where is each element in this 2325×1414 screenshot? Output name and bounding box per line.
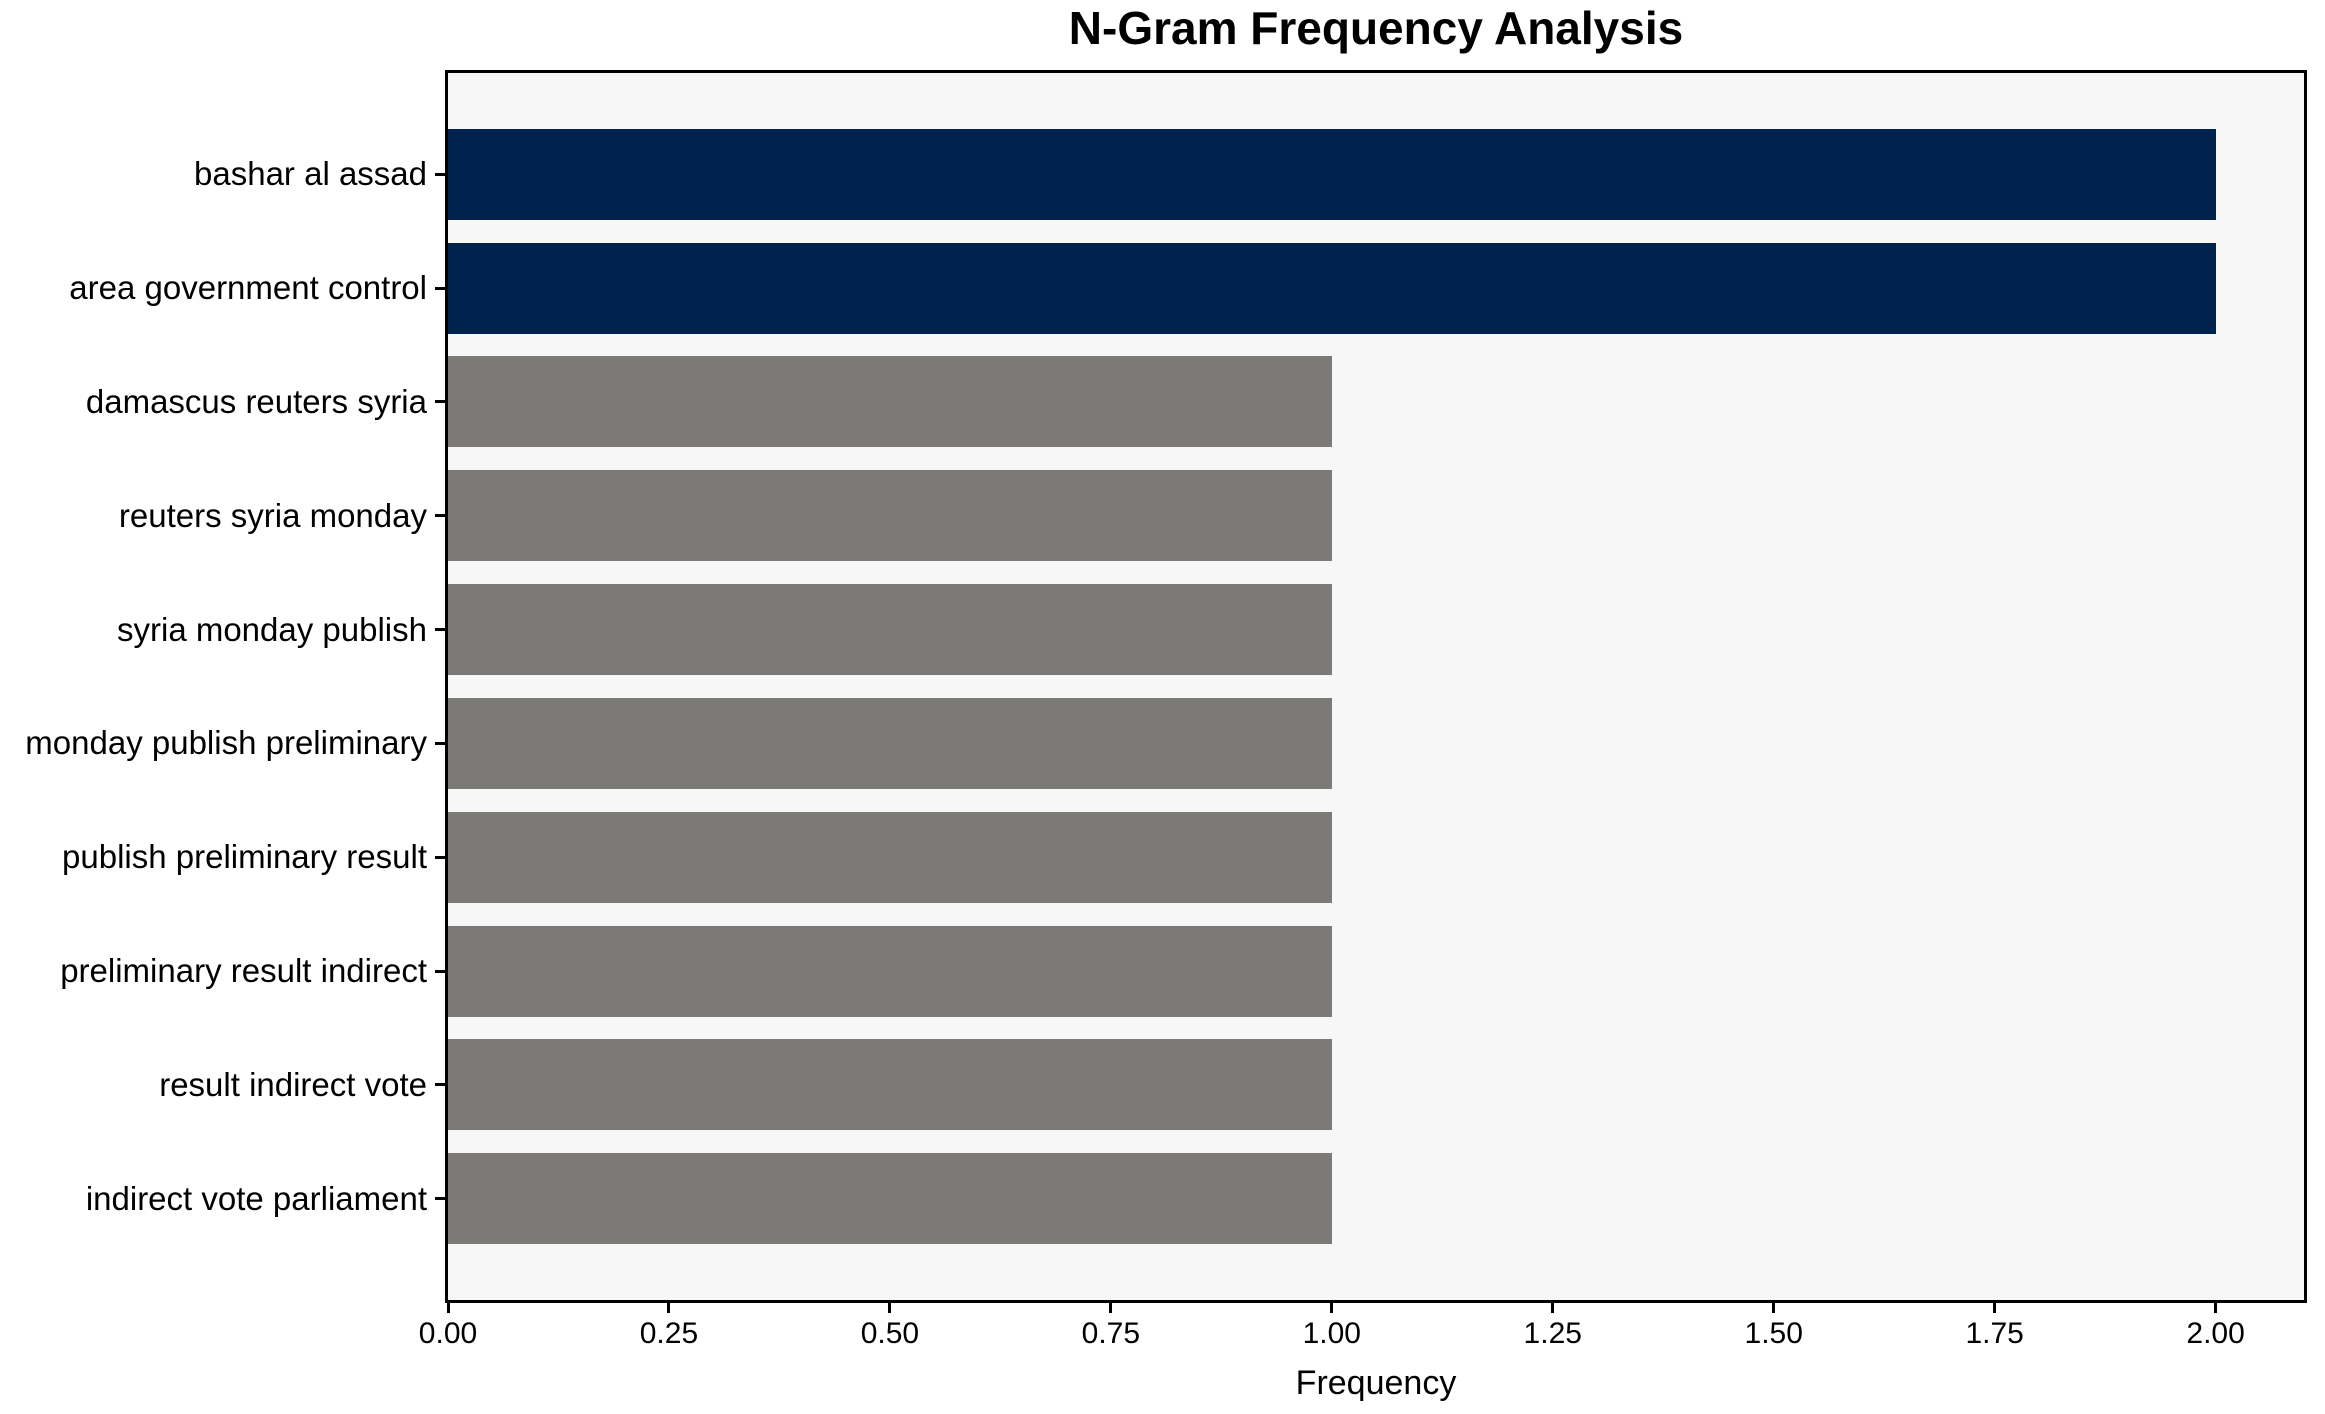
x-tick-label-1: 0.25 [639, 1317, 699, 1350]
bar-3 [448, 470, 1332, 562]
y-tick-mark-9 [435, 1197, 445, 1201]
x-tick-mark-8 [2214, 1303, 2218, 1313]
x-tick-label-6: 1.50 [1744, 1317, 1803, 1350]
bar-6 [448, 811, 1332, 903]
y-tick-label-7: preliminary result indirect [60, 951, 427, 989]
x-tick-label-2: 0.50 [860, 1317, 920, 1350]
y-tick-label-4: syria monday publish [117, 610, 427, 648]
x-tick-mark-0 [446, 1303, 450, 1313]
y-tick-label-9: indirect vote parliament [85, 1179, 427, 1217]
x-tick-mark-2 [888, 1303, 892, 1313]
y-tick-label-2: damascus reuters syria [85, 382, 427, 420]
x-tick-mark-4 [1330, 1303, 1334, 1313]
bar-2 [448, 356, 1332, 448]
x-tick-label-8: 2.00 [2186, 1317, 2245, 1350]
y-tick-label-5: monday publish preliminary [25, 724, 427, 762]
y-tick-mark-6 [435, 855, 445, 859]
x-tick-mark-5 [1551, 1303, 1555, 1313]
bar-1 [448, 242, 2216, 334]
x-tick-mark-1 [667, 1303, 671, 1313]
y-tick-mark-7 [435, 969, 445, 973]
y-tick-label-3: reuters syria monday [118, 496, 427, 534]
x-tick-label-0: 0.00 [418, 1317, 478, 1350]
bar-5 [448, 697, 1332, 789]
y-tick-mark-3 [435, 514, 445, 518]
x-tick-label-5: 1.25 [1523, 1317, 1582, 1350]
y-tick-mark-1 [435, 286, 445, 290]
x-tick-label-4: 1.00 [1302, 1317, 1361, 1350]
y-tick-label-1: area government control [69, 268, 427, 306]
x-tick-mark-7 [1993, 1303, 1997, 1313]
x-tick-label-3: 0.75 [1081, 1317, 1141, 1350]
y-tick-mark-0 [435, 172, 445, 176]
bar-8 [448, 1039, 1332, 1131]
x-tick-label-7: 1.75 [1965, 1317, 2024, 1350]
x-tick-mark-6 [1772, 1303, 1776, 1313]
y-tick-mark-2 [435, 400, 445, 404]
y-tick-label-6: publish preliminary result [62, 838, 427, 876]
y-tick-mark-4 [435, 628, 445, 632]
bar-0 [448, 128, 2216, 220]
y-tick-mark-5 [435, 741, 445, 745]
bar-9 [448, 1153, 1332, 1245]
bar-7 [448, 925, 1332, 1017]
chart-title: N-Gram Frequency Analysis [1068, 2, 1684, 54]
y-tick-label-0: bashar al assad [194, 155, 427, 193]
y-tick-mark-8 [435, 1083, 445, 1087]
y-tick-label-8: result indirect vote [159, 1065, 427, 1103]
x-tick-mark-3 [1109, 1303, 1113, 1313]
bar-4 [448, 584, 1332, 676]
x-axis-title: Frequency [1295, 1364, 1457, 1402]
